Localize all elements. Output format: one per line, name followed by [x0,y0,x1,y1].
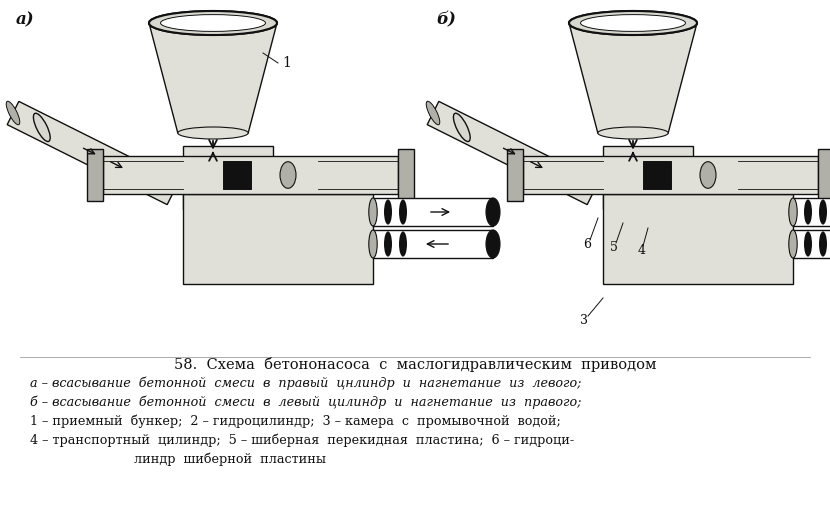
Ellipse shape [804,199,812,225]
Polygon shape [149,23,277,133]
Ellipse shape [178,127,248,139]
Ellipse shape [453,113,470,142]
Ellipse shape [788,230,797,258]
Bar [507,149,523,201]
Ellipse shape [569,11,697,35]
Bar [103,156,398,194]
Ellipse shape [804,231,812,257]
Text: 3: 3 [580,314,588,327]
Ellipse shape [819,231,827,257]
Bar [793,230,830,258]
Bar [793,198,830,226]
Ellipse shape [149,11,277,35]
Ellipse shape [569,11,697,35]
Polygon shape [569,23,697,133]
Bar [603,146,693,209]
Text: 1: 1 [282,56,290,70]
Ellipse shape [598,127,668,139]
Bar [373,230,493,258]
Ellipse shape [6,101,20,125]
Bar [183,146,273,209]
Ellipse shape [427,101,440,125]
Text: 4 – транспортный  цилиндр;  5 – шиберная  перекидная  пластина;  6 – гидроци-: 4 – транспортный цилиндр; 5 – шиберная п… [30,433,574,447]
Text: 4: 4 [638,244,646,257]
Text: 6: 6 [583,238,591,251]
Bar [398,149,414,201]
Bar [523,156,818,194]
Bar [818,149,830,201]
Ellipse shape [399,231,407,257]
Text: а – всасывание  бетонной  смеси  в  правый  цнлиндр  и  нагнетание  из  левого;: а – всасывание бетонной смеси в правый ц… [30,377,581,390]
Text: 58.  Схема  бетононасоса  с  маслогидравлическим  приводом: 58. Схема бетононасоса с маслогидравличе… [173,357,657,372]
Text: а): а) [16,11,35,28]
Ellipse shape [369,198,377,226]
Ellipse shape [280,162,296,188]
Ellipse shape [369,230,377,258]
Ellipse shape [486,230,500,258]
Polygon shape [7,102,178,205]
Ellipse shape [486,198,500,226]
Bar [643,161,671,189]
Bar [87,149,103,201]
Ellipse shape [700,162,716,188]
Text: б – всасывание  бетонной  смеси  в  левый  цилиндр  и  нагнетание  из  правого;: б – всасывание бетонной смеси в левый ци… [30,396,581,409]
Ellipse shape [788,198,797,226]
Ellipse shape [580,15,686,31]
Bar [183,194,373,284]
Ellipse shape [399,199,407,225]
Ellipse shape [160,15,266,31]
Bar [603,194,793,284]
Text: линдр  шиберной  пластины: линдр шиберной пластины [30,452,326,466]
Bar [223,161,251,189]
Text: 5: 5 [610,241,618,254]
Ellipse shape [384,199,392,225]
Ellipse shape [33,113,50,142]
Ellipse shape [384,231,392,257]
Text: 1 – приемный  бункер;  2 – гидроцилиндр;  3 – камера  с  промывочной  водой;: 1 – приемный бункер; 2 – гидроцилиндр; 3… [30,415,561,428]
Bar [373,198,493,226]
Ellipse shape [819,199,827,225]
Polygon shape [427,102,598,205]
Text: б): б) [436,11,456,28]
Ellipse shape [149,11,277,35]
